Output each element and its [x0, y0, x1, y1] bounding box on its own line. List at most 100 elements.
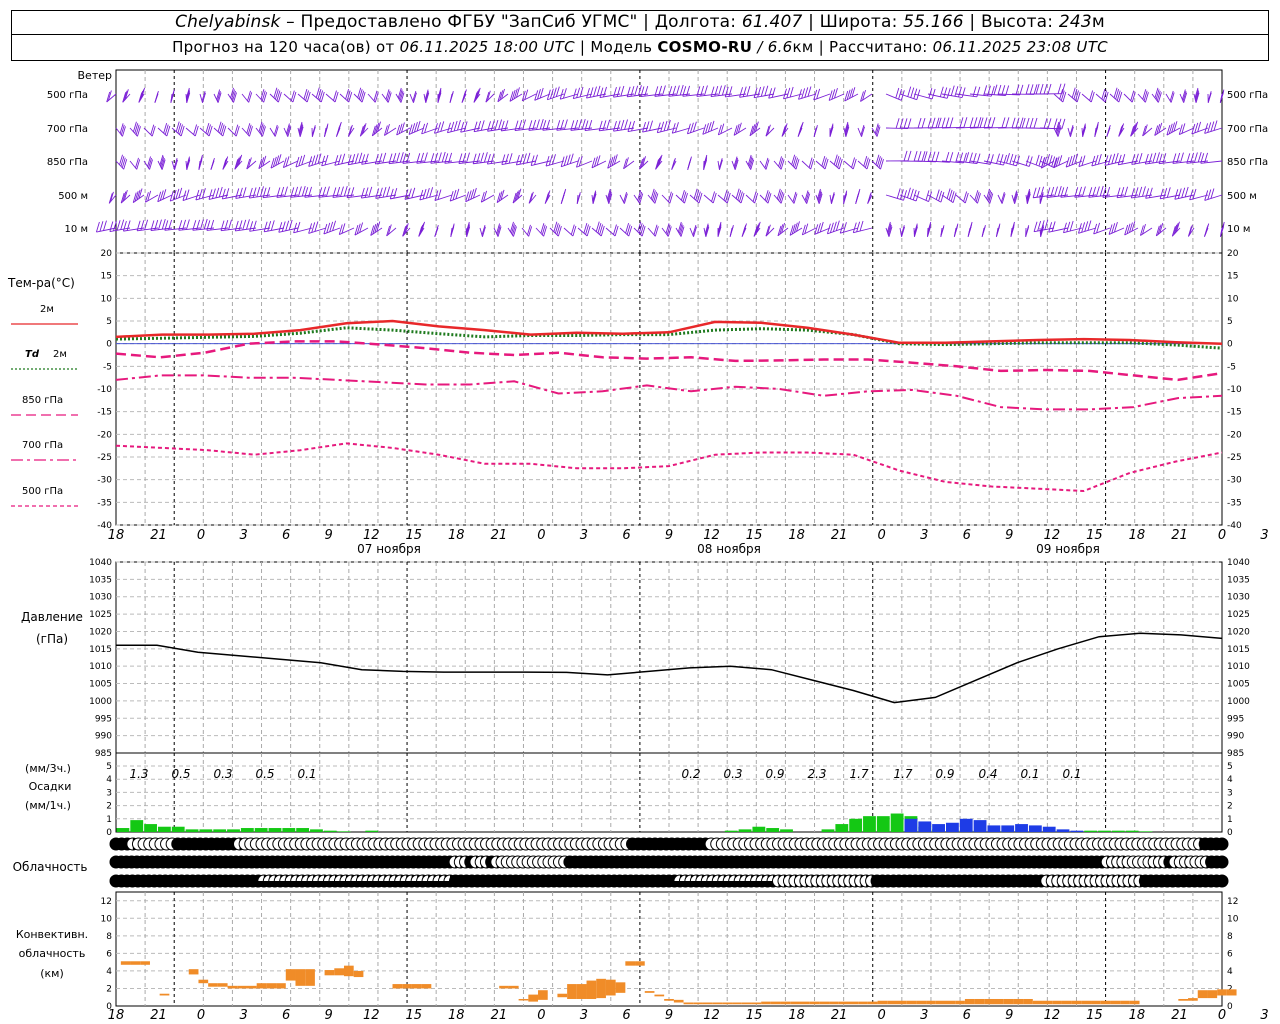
wind-barb-feather — [592, 193, 597, 204]
convective-axis-label-2: облачность — [19, 947, 86, 960]
convective-bar — [237, 985, 247, 989]
convective-bar — [538, 990, 548, 1000]
wind-barb-feather — [159, 190, 164, 201]
wind-barb-feather — [907, 86, 912, 97]
wind-barb-feather — [109, 221, 114, 232]
wind-barb-feather — [1194, 87, 1199, 99]
temperature-series-line — [115, 340, 1223, 382]
wind-barb-feather — [1115, 89, 1120, 100]
wind-barb-feather — [1111, 223, 1116, 234]
wind-barb-feather — [895, 118, 900, 129]
wind-barb-feather — [1138, 186, 1143, 198]
wind-barb-feather — [437, 152, 442, 163]
wind-barb-feather — [1001, 117, 1006, 128]
wind-barb-feather — [831, 89, 836, 100]
wind-barb-feather — [997, 84, 1002, 96]
convective-bar — [935, 1000, 946, 1005]
wind-barb-feather — [185, 87, 190, 99]
wind-barb-feather — [323, 223, 328, 235]
wind-barb-feather — [208, 189, 213, 200]
wind-barb-shaft — [1095, 93, 1106, 103]
convective-bar — [1032, 1000, 1043, 1005]
wind-barb-feather — [595, 221, 600, 232]
wind-barb-feather — [222, 125, 227, 137]
wind-barb-feather — [678, 223, 683, 234]
wind-barb-feather — [447, 122, 451, 133]
wind-barb-feather — [221, 188, 226, 200]
convective-bar — [343, 965, 354, 977]
time-tick-label: 0 — [878, 528, 886, 543]
wind-barb-feather — [1101, 88, 1106, 100]
wind-barb-feather — [968, 221, 973, 233]
wind-barb-feather — [1019, 117, 1024, 128]
pressure-tick-right: 1025 — [1227, 610, 1250, 620]
wind-barb-feather — [154, 219, 159, 231]
wind-barb-feather — [294, 186, 299, 198]
wind-barb-feather — [969, 117, 974, 128]
wind-barb-feather — [284, 186, 288, 197]
precip-tick-left: 3 — [106, 788, 112, 798]
time-tick-label-bottom: 15 — [1086, 1008, 1103, 1023]
wind-barb-feather — [576, 157, 580, 168]
wind-barb-feather — [789, 86, 794, 98]
wind-barb-shaft — [222, 194, 243, 200]
wind-barb-feather — [483, 190, 488, 202]
wind-barb-feather — [205, 122, 210, 134]
wind-barb-shaft — [623, 160, 635, 170]
wind-barb-feather — [277, 92, 282, 103]
wind-level-label-right: 500 гПа — [1227, 90, 1268, 101]
wind-barb-feather — [311, 222, 316, 233]
convective-bar — [732, 1002, 742, 1005]
wind-barb-feather — [1114, 222, 1118, 233]
convective-bar — [1226, 989, 1237, 996]
wind-barb-feather — [387, 224, 392, 235]
wind-barb-feather — [1069, 220, 1074, 232]
wind-barb-feather — [1174, 223, 1179, 234]
wind-barb-feather — [487, 121, 491, 132]
wind-barb-shaft — [295, 160, 313, 168]
wind-barb-feather — [364, 187, 369, 198]
wind-barb-feather — [1012, 154, 1017, 166]
wind-barb-feather — [1074, 153, 1079, 164]
wind-barb-shaft — [1065, 160, 1083, 168]
wind-barb-feather — [623, 158, 627, 169]
wind-barb-feather — [1106, 125, 1111, 136]
precip-tick-right: 3 — [1227, 788, 1233, 798]
wind-barb-shaft — [605, 194, 610, 204]
wind-barb-shaft — [789, 227, 803, 236]
wind-barb-shaft — [560, 93, 579, 100]
wind-barb-feather — [234, 220, 239, 232]
wind-barb-feather — [249, 126, 253, 137]
wind-barb-feather — [592, 192, 597, 203]
wind-barb-feather — [347, 154, 352, 165]
convective-bar — [1042, 1000, 1053, 1005]
wind-barb-feather — [411, 187, 416, 198]
convective-bar — [217, 983, 228, 987]
wind-barb-shaft — [402, 227, 411, 237]
wind-barb-feather — [658, 154, 663, 165]
wind-barb-feather — [186, 158, 191, 169]
wind-barb-shaft — [206, 227, 229, 231]
wind-barb-feather — [1053, 118, 1058, 129]
wind-barb-feather — [430, 153, 435, 164]
wind-barb-feather — [896, 188, 901, 199]
wind-barb-feather — [1026, 188, 1031, 200]
wind-barb-feather — [404, 223, 409, 234]
wind-barb-shaft — [1039, 160, 1055, 169]
wind-barb-feather — [973, 117, 978, 128]
wind-barb-feather — [844, 123, 849, 134]
cloud-cover-symbol — [1215, 855, 1229, 869]
wind-barb-feather — [764, 85, 769, 96]
wind-barb-feather — [258, 158, 263, 169]
wind-barb-feather — [113, 220, 117, 232]
wind-barb-feather — [1197, 151, 1202, 163]
time-tick-label: 21 — [831, 528, 848, 543]
wind-barb-feather — [692, 121, 697, 132]
wind-barb-feather — [757, 86, 762, 98]
wind-barb-shaft — [145, 194, 159, 203]
wind-barb-feather — [950, 191, 955, 202]
wind-barb-feather — [753, 87, 758, 98]
wind-barb-shaft — [157, 127, 168, 137]
convective-bar — [712, 1002, 723, 1005]
wind-barb-feather — [1043, 118, 1048, 129]
